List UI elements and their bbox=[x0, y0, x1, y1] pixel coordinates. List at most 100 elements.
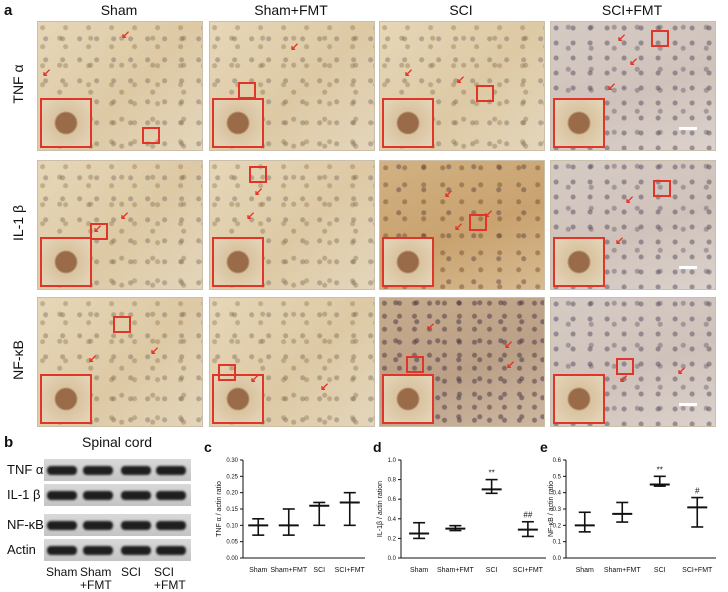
region-of-interest-box bbox=[469, 214, 487, 231]
protein-band bbox=[47, 546, 77, 555]
x-tick-label: SCI bbox=[313, 567, 325, 574]
y-tick-label: 0.8 bbox=[388, 478, 397, 484]
micrograph-r2-c4: ↙ ↙ bbox=[550, 160, 716, 290]
y-tick-label: 0.1 bbox=[553, 540, 562, 546]
column-header-sci-fmt: SCI+FMT bbox=[601, 2, 663, 18]
column-header-sham-fmt: Sham+FMT bbox=[254, 2, 328, 18]
chart-d-letter: d bbox=[373, 439, 382, 455]
red-arrow-icon: ↙ bbox=[619, 373, 629, 385]
protein-band bbox=[83, 466, 113, 475]
red-arrow-icon: ↙ bbox=[121, 29, 131, 41]
blot-lane-label: Sham bbox=[80, 565, 112, 579]
x-tick-label: Sham+FMT bbox=[270, 567, 307, 574]
y-tick-label: 0.05 bbox=[226, 540, 238, 546]
protein-band bbox=[121, 466, 151, 475]
micrograph-r3-c2: ↙ ↙ bbox=[209, 297, 375, 427]
column-header-sham: Sham bbox=[100, 2, 138, 18]
red-arrow-icon: ↙ bbox=[444, 188, 454, 200]
x-tick-label: Sham bbox=[410, 567, 428, 574]
blot-strip bbox=[44, 539, 191, 561]
y-axis-label: IL-1β / actin ration bbox=[377, 481, 384, 537]
micrograph-r2-c1: ↙ ↙ bbox=[37, 160, 203, 290]
magnified-inset bbox=[553, 374, 605, 424]
y-tick-label: 1.0 bbox=[388, 458, 397, 464]
region-of-interest-box bbox=[653, 180, 671, 197]
scale-bar bbox=[679, 403, 697, 406]
micrograph-r3-c1: ↙ ↙ bbox=[37, 297, 203, 427]
region-of-interest-box bbox=[406, 356, 424, 373]
protein-band bbox=[47, 466, 77, 475]
magnified-inset bbox=[212, 374, 264, 424]
protein-band bbox=[156, 466, 186, 475]
y-tick-label: 0.10 bbox=[226, 523, 238, 529]
y-tick-label: 0.4 bbox=[388, 517, 397, 523]
protein-band bbox=[83, 521, 113, 530]
blot-strip bbox=[44, 514, 191, 536]
magnified-inset bbox=[212, 98, 264, 148]
magnified-inset bbox=[553, 98, 605, 148]
magnified-inset bbox=[382, 237, 434, 287]
red-arrow-icon: ↙ bbox=[150, 345, 160, 357]
region-of-interest-box bbox=[616, 358, 634, 375]
red-arrow-icon: ↙ bbox=[454, 221, 464, 233]
red-arrow-icon: ↙ bbox=[290, 41, 300, 53]
x-tick-label: SCI+FMT bbox=[335, 567, 366, 574]
region-of-interest-box bbox=[142, 127, 160, 144]
blot-lane-label: SCI bbox=[121, 565, 142, 579]
y-tick-label: 0.2 bbox=[388, 536, 397, 542]
red-arrow-icon: ↙ bbox=[629, 56, 639, 68]
region-of-interest-box bbox=[218, 364, 236, 381]
region-of-interest-box bbox=[651, 30, 669, 47]
red-arrow-icon: ↙ bbox=[625, 194, 635, 206]
magnified-inset bbox=[382, 374, 434, 424]
protein-band bbox=[47, 521, 77, 530]
micrograph-r1-c4: ↙ ↙ ↙ bbox=[550, 21, 716, 151]
x-tick-label: Sham+FMT bbox=[604, 567, 641, 574]
red-arrow-icon: ↙ bbox=[426, 321, 436, 333]
red-arrow-icon: ↙ bbox=[320, 381, 330, 393]
red-arrow-icon: ↙ bbox=[617, 32, 627, 44]
region-of-interest-box bbox=[113, 316, 131, 333]
column-header-sci: SCI bbox=[449, 2, 473, 18]
micrograph-r3-c4: ↙ ↙ bbox=[550, 297, 716, 427]
chart-e-letter: e bbox=[540, 439, 548, 455]
red-arrow-icon: ↙ bbox=[88, 353, 98, 365]
red-arrow-icon: ↙ bbox=[504, 339, 514, 351]
blot-lane-label: SCI bbox=[154, 565, 175, 579]
region-of-interest-box bbox=[238, 82, 256, 99]
y-tick-label: 0.6 bbox=[553, 458, 562, 464]
protein-band bbox=[83, 546, 113, 555]
red-arrow-icon: ↙ bbox=[484, 208, 494, 220]
region-of-interest-box bbox=[90, 223, 108, 240]
protein-band bbox=[83, 491, 113, 500]
y-tick-label: 0.3 bbox=[553, 507, 562, 513]
micrograph-r1-c2: ↙ bbox=[209, 21, 375, 151]
red-arrow-icon: ↙ bbox=[250, 373, 260, 385]
x-tick-label: Sham bbox=[576, 567, 594, 574]
magnified-inset bbox=[212, 237, 264, 287]
blot-row-label: IL-1 β bbox=[7, 487, 41, 502]
region-of-interest-box bbox=[476, 85, 494, 102]
y-tick-label: 0.15 bbox=[226, 507, 238, 513]
red-arrow-icon: ↙ bbox=[677, 365, 687, 377]
x-tick-label: Sham+FMT bbox=[437, 567, 474, 574]
y-tick-label: 0.30 bbox=[226, 458, 238, 464]
protein-band bbox=[47, 491, 77, 500]
y-tick-label: 0.2 bbox=[553, 523, 562, 529]
magnified-inset bbox=[40, 98, 92, 148]
blot-row-label: TNF α bbox=[7, 462, 44, 477]
magnified-inset bbox=[40, 374, 92, 424]
y-tick-label: 0.00 bbox=[226, 556, 238, 562]
x-tick-label: SCI bbox=[486, 567, 498, 574]
region-of-interest-box bbox=[249, 166, 267, 183]
micrograph-r2-c2: ↙ ↙ bbox=[209, 160, 375, 290]
y-tick-label: 0.6 bbox=[388, 497, 397, 503]
protein-band bbox=[121, 546, 151, 555]
scale-bar bbox=[679, 127, 697, 130]
significance-marker: ** bbox=[657, 465, 663, 474]
micrograph-r1-c1: ↙ ↙ bbox=[37, 21, 203, 151]
significance-marker: ** bbox=[489, 469, 495, 478]
panel-b-letter: b bbox=[4, 434, 14, 451]
x-tick-label: Sham bbox=[249, 567, 267, 574]
x-tick-label: SCI+FMT bbox=[682, 567, 713, 574]
